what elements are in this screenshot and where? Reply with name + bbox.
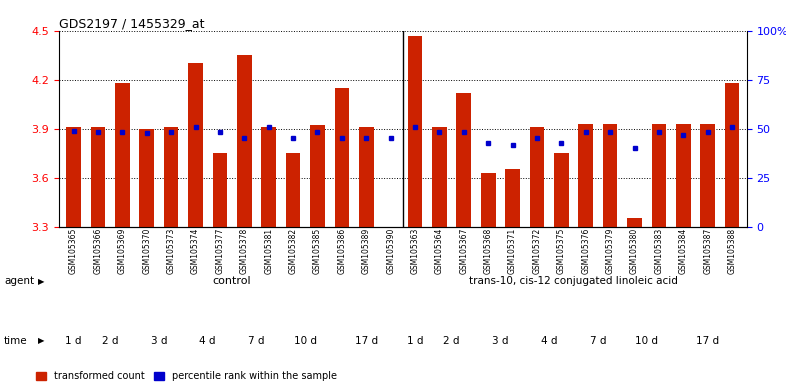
Bar — [115, 83, 130, 227]
Text: 4 d: 4 d — [200, 336, 216, 346]
Text: ▶: ▶ — [38, 277, 44, 286]
Bar — [188, 63, 203, 227]
Bar — [578, 124, 593, 227]
Bar — [481, 173, 495, 227]
Bar — [554, 153, 568, 227]
Bar — [627, 218, 642, 227]
Text: 7 d: 7 d — [248, 336, 265, 346]
Bar — [139, 129, 154, 227]
Bar — [676, 124, 691, 227]
Text: GDS2197 / 1455329_at: GDS2197 / 1455329_at — [59, 17, 204, 30]
Text: 3 d: 3 d — [151, 336, 167, 346]
Text: 10 d: 10 d — [635, 336, 658, 346]
Legend: transformed count, percentile rank within the sample: transformed count, percentile rank withi… — [36, 371, 336, 381]
Bar — [359, 127, 373, 227]
Bar — [408, 36, 422, 227]
Bar — [310, 125, 325, 227]
Text: 4 d: 4 d — [541, 336, 557, 346]
Bar — [457, 93, 471, 227]
Bar — [237, 55, 252, 227]
Text: 2 d: 2 d — [102, 336, 119, 346]
Text: time: time — [4, 336, 28, 346]
Text: 17 d: 17 d — [696, 336, 719, 346]
Text: trans-10, cis-12 conjugated linoleic acid: trans-10, cis-12 conjugated linoleic aci… — [469, 276, 678, 286]
Text: ▶: ▶ — [38, 336, 44, 345]
Bar — [725, 83, 740, 227]
Bar — [66, 127, 81, 227]
Bar — [286, 153, 300, 227]
Text: 3 d: 3 d — [492, 336, 509, 346]
Text: 1 d: 1 d — [407, 336, 424, 346]
Text: 2 d: 2 d — [443, 336, 460, 346]
Bar — [505, 169, 520, 227]
Text: 10 d: 10 d — [294, 336, 317, 346]
Bar — [652, 124, 667, 227]
Text: 7 d: 7 d — [590, 336, 606, 346]
Bar — [530, 127, 544, 227]
Bar — [90, 127, 105, 227]
Bar — [432, 127, 446, 227]
Text: 1 d: 1 d — [65, 336, 82, 346]
Bar — [262, 127, 276, 227]
Text: agent: agent — [4, 276, 34, 286]
Bar — [603, 124, 618, 227]
Bar — [384, 227, 398, 259]
Bar — [700, 124, 715, 227]
Bar — [212, 153, 227, 227]
Text: control: control — [213, 276, 252, 286]
Bar — [163, 127, 178, 227]
Text: 17 d: 17 d — [354, 336, 378, 346]
Bar — [335, 88, 349, 227]
